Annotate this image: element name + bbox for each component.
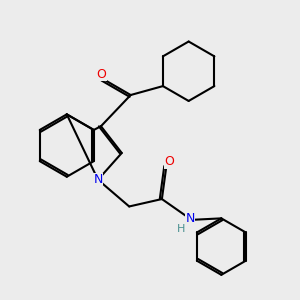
Text: O: O bbox=[96, 68, 106, 81]
Text: N: N bbox=[185, 212, 195, 225]
Text: H: H bbox=[177, 224, 185, 234]
Text: O: O bbox=[164, 155, 174, 168]
Text: N: N bbox=[93, 173, 103, 186]
